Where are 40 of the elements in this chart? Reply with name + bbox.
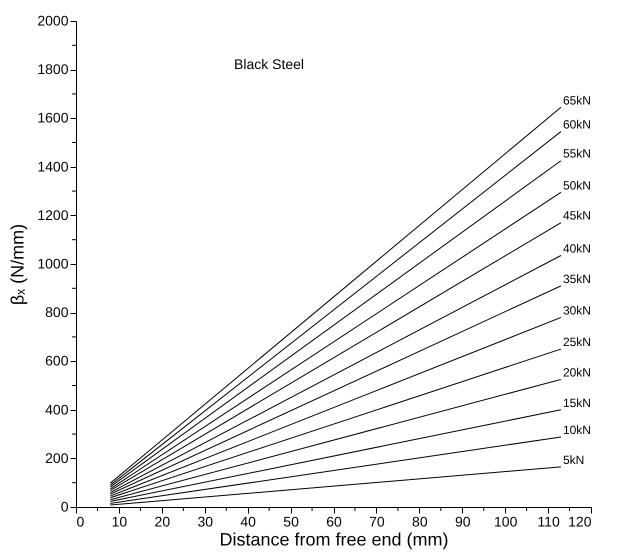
series-label: 55kN (562, 146, 591, 161)
series-label: 15kN (562, 396, 591, 410)
y-tick-label: 200 (45, 450, 69, 466)
x-tick-label: 20 (154, 514, 170, 530)
x-tick-label: 50 (283, 514, 300, 530)
series-label: 50kN (562, 178, 591, 192)
x-tick-label: 120 (568, 514, 592, 530)
y-tick-label: 1800 (37, 61, 69, 78)
annotation: Black Steel (234, 56, 304, 72)
y-tick-label: 0 (60, 498, 69, 514)
x-tick-label: 30 (197, 514, 214, 530)
series-label: 5kN (562, 452, 584, 467)
series-label: 30kN (562, 303, 591, 318)
x-tick-label: 0 (76, 514, 84, 530)
x-tick-label: 90 (454, 514, 471, 530)
x-tick-label: 70 (369, 514, 385, 530)
x-axis-title: Distance from free end (mm) (219, 530, 449, 550)
x-tick-label: 100 (494, 514, 518, 530)
y-tick-label: 800 (45, 304, 69, 320)
series-label: 40kN (562, 241, 591, 256)
y-tick-label: 400 (45, 401, 69, 418)
x-tick-label: 80 (412, 514, 428, 530)
y-tick-label: 600 (45, 352, 69, 369)
series-label: 10kN (562, 423, 591, 438)
y-axis-title: βₓ (N/mm) (7, 224, 28, 306)
series-label: 20kN (562, 365, 591, 380)
y-tick-label: 2000 (37, 12, 69, 28)
x-tick-label: 110 (537, 514, 560, 530)
series-label: 35kN (562, 272, 591, 286)
x-tick-label: 10 (112, 514, 128, 530)
x-tick-label: 60 (326, 514, 342, 530)
series-label: 45kN (562, 208, 591, 223)
y-tick-label: 1000 (37, 256, 69, 272)
series-label: 60kN (562, 118, 591, 132)
x-tick-label: 40 (240, 514, 256, 530)
y-tick-label: 1400 (37, 158, 69, 174)
y-tick-label: 1200 (37, 206, 69, 223)
series-label: 25kN (562, 335, 591, 350)
series-label: 65kN (562, 93, 591, 108)
y-tick-label: 1600 (37, 110, 69, 126)
